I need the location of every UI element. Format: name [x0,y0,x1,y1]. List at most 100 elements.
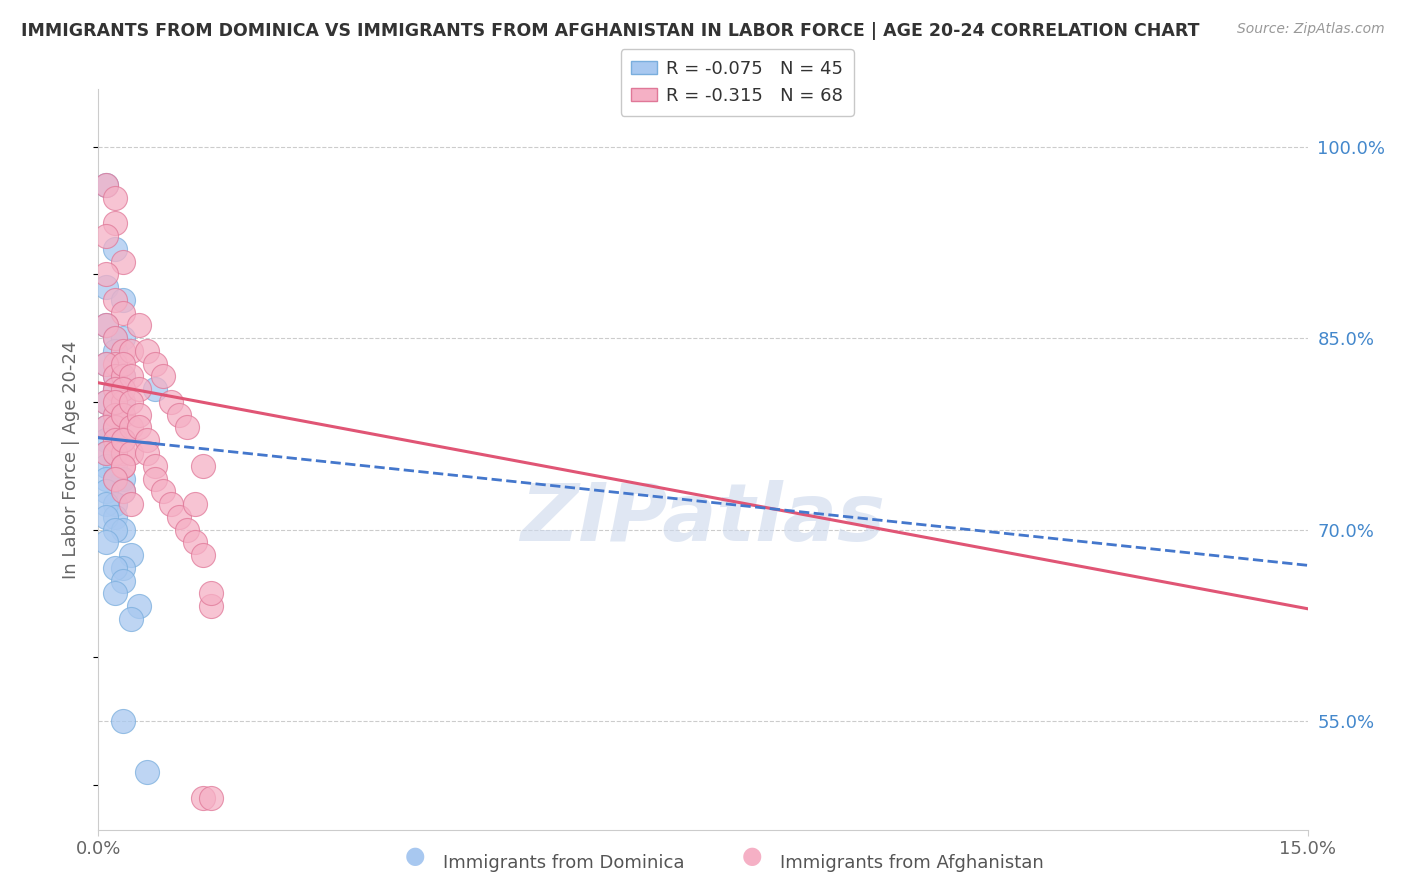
Point [96,458,118,473]
Point [111,714,134,728]
Point [120,343,142,358]
Point [103,509,125,524]
Point [111,369,134,384]
Point [96,484,118,499]
Point [103,408,125,422]
Point [111,395,134,409]
Point [143,471,166,485]
Point [111,305,134,319]
Point [103,471,125,485]
Text: ●: ● [405,844,425,868]
Y-axis label: In Labor Force | Age 20-24: In Labor Force | Age 20-24 [62,340,80,579]
Point [103,446,125,460]
Point [96,357,118,371]
Point [103,458,125,473]
Point [103,561,125,575]
Point [128,599,150,614]
Point [200,790,222,805]
Point [120,395,142,409]
Point [103,471,125,485]
Point [111,484,134,499]
Point [103,395,125,409]
Point [96,178,118,192]
Point [111,357,134,371]
Point [111,408,134,422]
Point [200,599,222,614]
Point [96,446,118,460]
Point [193,458,215,473]
Point [184,497,207,511]
Point [96,420,118,434]
Point [96,497,118,511]
Point [111,574,134,588]
Point [111,331,134,345]
Point [103,369,125,384]
Point [103,242,125,256]
Point [103,434,125,448]
Point [96,229,118,244]
Point [143,357,166,371]
Point [96,357,118,371]
Point [167,408,190,422]
Point [135,343,157,358]
Point [103,586,125,600]
Point [111,471,134,485]
Point [120,446,142,460]
Point [128,318,150,333]
Point [128,420,150,434]
Point [193,548,215,562]
Point [111,395,134,409]
Point [111,434,134,448]
Point [111,446,134,460]
Point [143,382,166,396]
Point [111,434,134,448]
Point [96,420,118,434]
Point [96,434,118,448]
Point [160,395,183,409]
Point [200,586,222,600]
Point [96,267,118,281]
Point [152,369,174,384]
Point [143,458,166,473]
Point [103,382,125,396]
Point [111,434,134,448]
Point [96,446,118,460]
Point [103,446,125,460]
Text: Immigrants from Afghanistan: Immigrants from Afghanistan [780,855,1045,872]
Point [135,765,157,780]
Point [135,446,157,460]
Point [103,408,125,422]
Point [111,382,134,396]
Point [96,280,118,294]
Point [120,497,142,511]
Point [96,395,118,409]
Point [193,790,215,805]
Point [96,535,118,549]
Point [111,293,134,307]
Point [103,331,125,345]
Text: Source: ZipAtlas.com: Source: ZipAtlas.com [1237,22,1385,37]
Point [152,484,174,499]
Point [103,216,125,230]
Point [96,318,118,333]
Point [96,178,118,192]
Text: Immigrants from Dominica: Immigrants from Dominica [443,855,685,872]
Point [96,318,118,333]
Point [111,458,134,473]
Point [103,523,125,537]
Point [128,382,150,396]
Point [103,382,125,396]
Point [103,293,125,307]
Point [120,612,142,626]
Point [111,484,134,499]
Point [167,509,190,524]
Point [96,395,118,409]
Point [160,497,183,511]
Point [184,535,207,549]
Point [176,420,198,434]
Point [103,420,125,434]
Point [176,523,198,537]
Point [111,254,134,268]
Point [103,331,125,345]
Point [103,497,125,511]
